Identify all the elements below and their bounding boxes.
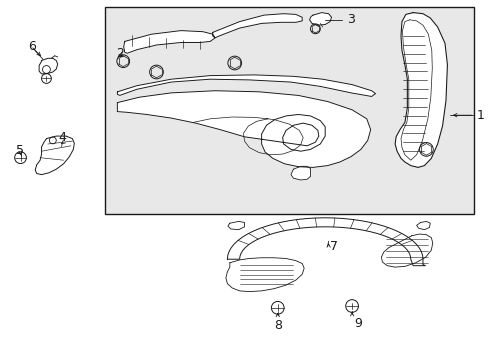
Text: 9: 9 bbox=[353, 317, 361, 330]
Text: 4: 4 bbox=[59, 131, 66, 144]
Text: 8: 8 bbox=[273, 319, 281, 332]
Polygon shape bbox=[309, 13, 331, 25]
Bar bbox=[105, 7, 473, 214]
Polygon shape bbox=[117, 91, 370, 167]
Polygon shape bbox=[35, 136, 74, 175]
Polygon shape bbox=[117, 75, 375, 96]
Polygon shape bbox=[394, 13, 447, 167]
Polygon shape bbox=[416, 221, 429, 230]
Polygon shape bbox=[212, 14, 302, 38]
Text: 7: 7 bbox=[329, 240, 337, 253]
Polygon shape bbox=[290, 166, 310, 180]
Polygon shape bbox=[227, 221, 244, 230]
Text: 1: 1 bbox=[476, 109, 484, 122]
Text: 5: 5 bbox=[16, 144, 23, 157]
Polygon shape bbox=[123, 31, 215, 53]
Polygon shape bbox=[39, 58, 58, 74]
Polygon shape bbox=[227, 218, 425, 266]
Text: 6: 6 bbox=[28, 40, 36, 53]
Text: 2: 2 bbox=[116, 47, 123, 60]
Polygon shape bbox=[381, 234, 432, 267]
Polygon shape bbox=[225, 258, 304, 292]
Text: 3: 3 bbox=[346, 13, 354, 26]
